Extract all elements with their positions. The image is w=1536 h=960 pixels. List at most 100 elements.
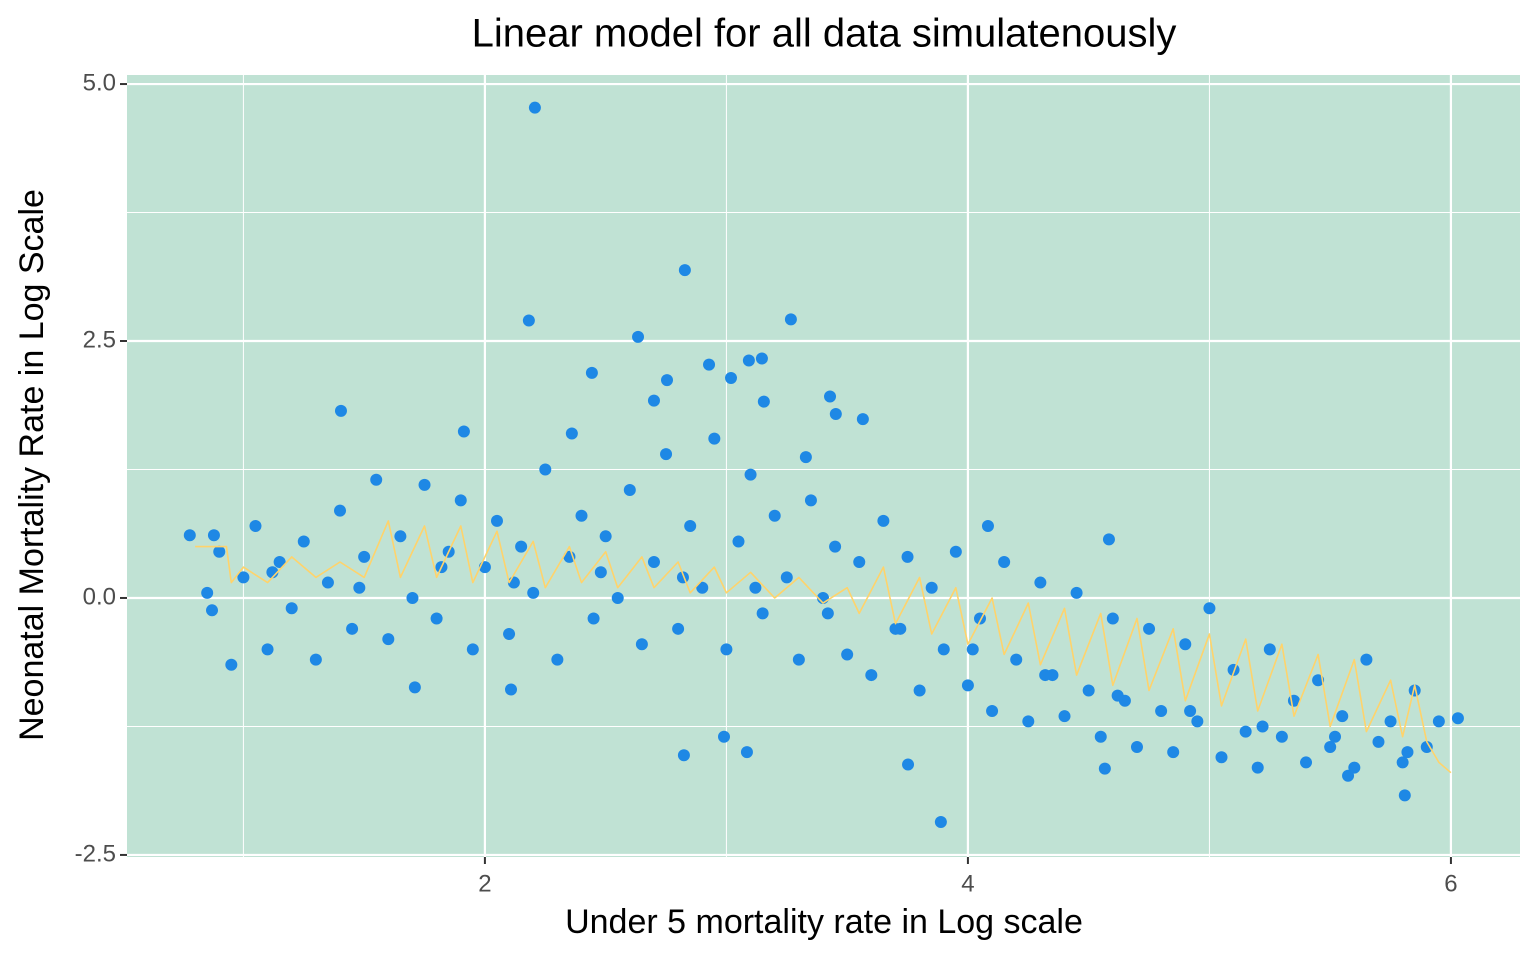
point: [677, 749, 690, 762]
point: [799, 451, 812, 464]
point: [575, 509, 588, 522]
point: [1106, 612, 1119, 625]
point: [756, 607, 769, 620]
point: [1408, 684, 1421, 697]
x-tick-label: 2: [478, 870, 491, 897]
point: [1401, 746, 1414, 759]
point: [1167, 746, 1180, 759]
point: [925, 581, 938, 594]
point: [1102, 533, 1115, 546]
point: [740, 746, 753, 759]
point: [966, 643, 979, 656]
point: [1039, 669, 1052, 682]
point: [647, 394, 660, 407]
point: [599, 530, 612, 543]
point: [660, 448, 673, 461]
point: [1010, 653, 1023, 666]
point: [853, 556, 866, 569]
point: [527, 586, 540, 599]
point: [768, 509, 781, 522]
point: [877, 514, 890, 527]
point: [346, 622, 359, 635]
x-tick-label: 4: [961, 870, 974, 897]
point: [1094, 730, 1107, 743]
point: [1184, 705, 1197, 718]
point: [934, 816, 947, 829]
point: [321, 576, 334, 589]
point: [1215, 751, 1228, 764]
point: [1191, 715, 1204, 728]
point: [696, 581, 709, 594]
point: [551, 653, 564, 666]
point: [856, 413, 869, 426]
point: [466, 643, 479, 656]
point: [784, 313, 797, 326]
point: [370, 473, 383, 486]
point: [207, 529, 220, 542]
point: [865, 669, 878, 682]
point: [937, 643, 950, 656]
point: [183, 529, 196, 542]
point: [1179, 638, 1192, 651]
point: [522, 314, 535, 327]
point: [213, 545, 226, 558]
point: [273, 556, 286, 569]
y-tick-label: 2.5: [83, 326, 116, 353]
point: [297, 535, 310, 548]
point: [986, 705, 999, 718]
point: [1451, 712, 1464, 725]
point: [1329, 730, 1342, 743]
point: [1098, 762, 1111, 775]
point: [1384, 715, 1397, 728]
point: [1360, 653, 1373, 666]
point: [206, 604, 219, 617]
y-tick-label: 5.0: [83, 69, 116, 96]
point: [1203, 602, 1216, 615]
point: [684, 520, 697, 533]
point: [998, 556, 1011, 569]
point: [718, 730, 730, 743]
point: [490, 514, 503, 527]
point: [1082, 684, 1095, 697]
point: [1275, 730, 1288, 743]
point: [732, 535, 745, 548]
point: [792, 653, 805, 666]
point: [285, 602, 298, 615]
point: [515, 540, 528, 553]
point: [503, 627, 516, 640]
point: [585, 366, 598, 379]
point: [672, 622, 685, 635]
point: [528, 101, 541, 114]
point: [742, 354, 755, 367]
point: [1239, 725, 1252, 738]
point: [678, 264, 691, 277]
point: [1111, 689, 1124, 702]
point: [961, 679, 974, 692]
point: [1143, 622, 1156, 635]
point: [623, 484, 636, 497]
point: [353, 581, 366, 594]
point: [1227, 663, 1240, 676]
plot-panel: [127, 75, 1520, 857]
point: [894, 622, 907, 635]
point: [454, 494, 467, 507]
point: [1251, 761, 1264, 774]
point: [901, 550, 914, 563]
point: [1263, 643, 1276, 656]
point: [647, 556, 660, 569]
point: [334, 504, 347, 517]
point: [1348, 761, 1361, 774]
point: [1070, 586, 1083, 599]
point: [841, 648, 854, 661]
point: [408, 681, 421, 694]
point: [1396, 756, 1409, 769]
y-tick-label: -2.5: [75, 840, 116, 867]
point: [418, 478, 431, 491]
point: [1342, 769, 1355, 782]
point: [757, 395, 770, 408]
point: [902, 758, 915, 771]
point: [1058, 710, 1071, 723]
point: [1372, 735, 1385, 748]
point: [829, 540, 842, 553]
